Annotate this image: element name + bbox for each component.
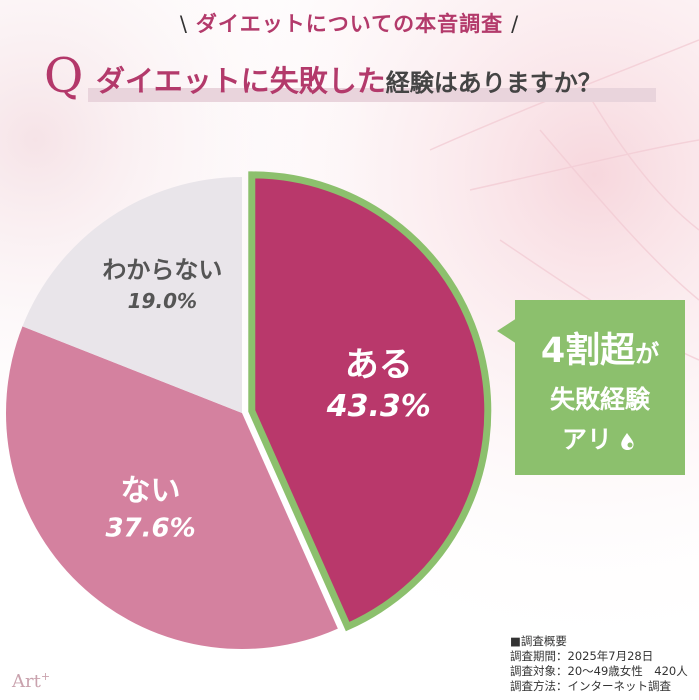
question-sub: 経験はありますか？ [385, 69, 602, 97]
callout-line3: アリ [515, 420, 685, 456]
question-text: ダイエットに失敗した経験はありますか？ [96, 58, 602, 100]
pie-slice-2 [22, 177, 243, 413]
question-letter: Q [44, 48, 84, 104]
callout-line2: 失敗経験 [549, 385, 650, 414]
callout-suffix: が [635, 340, 660, 368]
slice-label-1: ない [121, 473, 181, 508]
pie-slices [6, 171, 492, 649]
sweat-drop-icon [621, 433, 634, 450]
slice-label-0: ある [345, 345, 413, 385]
survey-heading: ■調査概要 [510, 634, 567, 648]
brand-logo: Art+ [12, 670, 50, 692]
header-slash-right: / [511, 12, 520, 36]
callout-line3-text: アリ [561, 425, 612, 454]
callout-box [515, 300, 685, 475]
survey-period: 調査期間：2025年7月28日 [510, 649, 654, 663]
pie-slice-1 [6, 326, 338, 649]
question-main: ダイエットに失敗した [96, 64, 386, 98]
survey-target: 調査対象：20〜49歳女性 420人 [510, 664, 688, 678]
survey-header: \ ダイエットについての本音調査 / [0, 8, 699, 38]
logo-text: Art [12, 671, 41, 692]
callout-line1: 4割超が [515, 322, 685, 373]
question-underline [88, 88, 656, 102]
logo-plus: + [40, 670, 51, 683]
slice-label-2: わからない [102, 256, 222, 284]
callout-main: 4割超 [540, 331, 636, 371]
callout-pointer [497, 318, 517, 344]
survey-overview: ■調査概要 調査期間：2025年7月28日 調査対象：20〜49歳女性 420人… [510, 634, 688, 694]
pie-labels: ある 43.3% ない 37.6% わからない 19.0% [102, 256, 430, 543]
slice-value-1: 37.6% [105, 513, 195, 543]
slice-value-0: 43.3% [326, 389, 431, 424]
callout: 4割超が 失敗経験 アリ [497, 300, 685, 475]
survey-method: 調査方法：インターネット調査 [510, 679, 671, 693]
pie-slice-0 [248, 171, 492, 632]
header-slash-left: \ [179, 12, 188, 36]
slice-value-2: 19.0% [128, 289, 197, 313]
survey-title: ダイエットについての本音調査 [195, 12, 504, 36]
